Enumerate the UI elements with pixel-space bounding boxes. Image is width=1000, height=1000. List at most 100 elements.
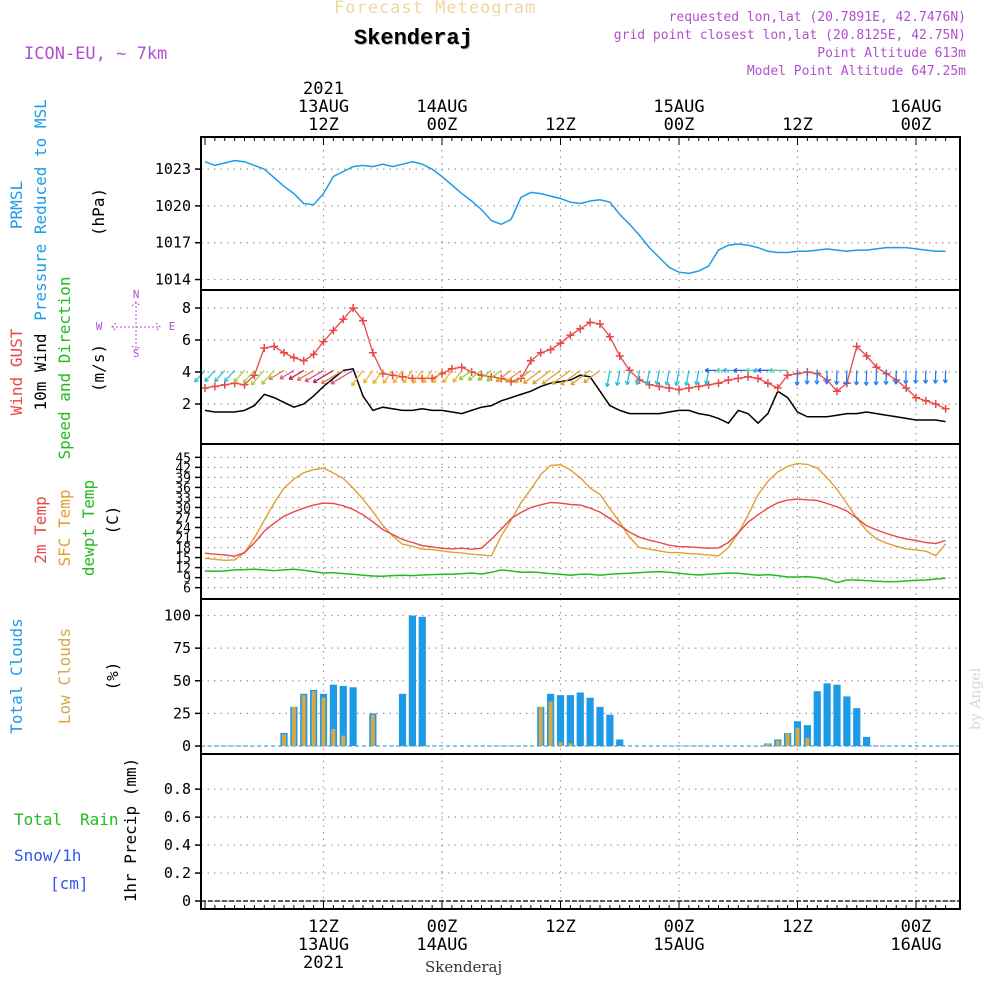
wind-direction-arrowhead <box>873 381 879 386</box>
wind-direction-arrow <box>570 369 591 386</box>
wind-direction-arrow <box>505 369 522 383</box>
total-cloud-bar <box>803 725 811 746</box>
wind-direction-arrow <box>477 369 492 381</box>
wind-dir-label: Speed and Direction <box>55 276 74 459</box>
pressure-msl-label: Pressure Reduced to MSL <box>31 99 50 321</box>
y-tick-label: 6 <box>182 331 191 349</box>
wind-direction-arrow <box>452 370 463 383</box>
gust-marker <box>220 380 229 389</box>
wind-direction-arrowhead <box>372 379 378 385</box>
y-tick-label: 24 <box>175 522 191 537</box>
wind-direction-arrowhead <box>883 380 889 385</box>
wind-direction-arrow <box>304 369 324 382</box>
wind-direction-arrowhead <box>204 377 209 383</box>
wind-direction-arrow <box>551 369 571 385</box>
wind-direction-arrow <box>626 370 631 385</box>
low-cloud-bar <box>765 743 770 746</box>
gust-marker <box>566 331 575 340</box>
sfc-temp-label: SFC Temp <box>55 489 74 566</box>
bottom-time-label: 00Z <box>901 917 932 937</box>
gust-marker <box>329 326 338 335</box>
y-tick-label: 100 <box>164 607 191 625</box>
wind-direction-arrow <box>321 369 344 385</box>
low-cloud-bar <box>301 695 306 746</box>
wind-direction-arrowhead <box>704 380 710 385</box>
gust-marker <box>734 374 743 383</box>
top-time-label: 2021 <box>303 79 344 99</box>
wind-direction-arrowhead <box>824 380 830 385</box>
wind-direction-arrowhead <box>422 378 427 384</box>
gust-marker <box>250 371 259 380</box>
wind-direction-arrowhead <box>834 380 840 385</box>
wind-direction-arrow <box>495 369 512 383</box>
wind-direction-arrowhead <box>467 376 473 381</box>
y-tick-label: 2 <box>182 395 191 413</box>
gust-marker <box>921 396 930 405</box>
wind-direction-arrowhead <box>684 381 690 386</box>
wind-direction-arrow <box>288 369 305 380</box>
y-tick-label: 0.8 <box>164 780 191 798</box>
gust-marker <box>526 356 535 365</box>
wind-direction-arrow <box>412 370 423 384</box>
y-tick-label: 0.4 <box>164 836 191 854</box>
wind-direction-arrowhead <box>296 376 302 381</box>
wind-direction-arrowhead <box>733 367 738 374</box>
total-cloud-bar <box>566 695 574 746</box>
wind-direction-arrowhead <box>704 367 709 374</box>
wind-direction-arrowhead <box>913 379 919 384</box>
y-tick-label: 0.2 <box>164 864 191 882</box>
dewpt-line <box>204 568 946 584</box>
low-cloud-bar <box>795 727 800 746</box>
gust-marker <box>596 320 604 328</box>
point-altitude: Point Altitude 613m <box>817 46 966 61</box>
dewpt-label: dewpt Temp <box>79 480 98 576</box>
gust-marker <box>418 374 427 383</box>
wind-direction-arrow <box>432 370 443 384</box>
wind-direction-arrowhead <box>583 378 588 384</box>
bottom-time-label: 12Z <box>308 917 339 937</box>
wind-direction-arrow <box>606 370 611 387</box>
gust-marker <box>605 332 614 341</box>
wind-direction-arrowhead <box>922 379 929 384</box>
gust-marker <box>833 387 841 396</box>
wind-direction-arrowhead <box>495 377 501 383</box>
temp2m-label: 2m Temp <box>31 496 50 563</box>
wind-direction-arrow <box>382 370 394 384</box>
wind-direction-arrowhead <box>932 379 939 384</box>
wind-direction-arrowhead <box>722 367 727 374</box>
total-cloud-bar <box>853 708 861 746</box>
gust-marker <box>210 382 219 391</box>
wind-direction-arrowhead <box>268 375 274 381</box>
wind-direction-arrow <box>422 370 433 384</box>
low-cloud-bar <box>785 732 790 746</box>
y-tick-label: 21 <box>175 532 191 547</box>
total-cloud-bar <box>606 714 614 746</box>
total-cloud-bar <box>586 697 594 746</box>
wind-direction-arrow <box>194 369 206 383</box>
wind-direction-arrowhead <box>532 379 537 385</box>
gust-marker <box>694 382 703 391</box>
low-cloud-bar <box>775 740 780 746</box>
wind-direction-arrowhead <box>752 367 758 374</box>
wind-direction-arrow <box>392 370 404 384</box>
top-time-label: 13AUG <box>298 97 349 117</box>
wind-direction-arrowhead <box>452 378 458 383</box>
bottom-time-label: 00Z <box>427 917 458 937</box>
wind-direction-arrow <box>242 369 255 384</box>
wind-direction-arrow <box>224 369 236 383</box>
top-time-label: 12Z <box>782 115 813 135</box>
wind-direction-arrowhead <box>504 378 510 383</box>
bottom-time-label: 16AUG <box>890 935 941 955</box>
gust-marker <box>349 304 358 312</box>
wind-direction-arrow <box>250 369 265 386</box>
gust-marker <box>556 339 565 348</box>
gust-label: Wind GUST <box>7 328 26 415</box>
total-cloud-bar <box>596 706 604 746</box>
wind-direction-arrow <box>665 370 670 386</box>
gust-marker <box>270 342 279 351</box>
gust-marker <box>359 316 367 325</box>
gust-marker <box>615 352 624 360</box>
wind-direction-arrowhead <box>814 380 820 385</box>
total-cloud-bar <box>833 684 841 746</box>
wind10m-label: 10m Wind <box>31 333 50 410</box>
